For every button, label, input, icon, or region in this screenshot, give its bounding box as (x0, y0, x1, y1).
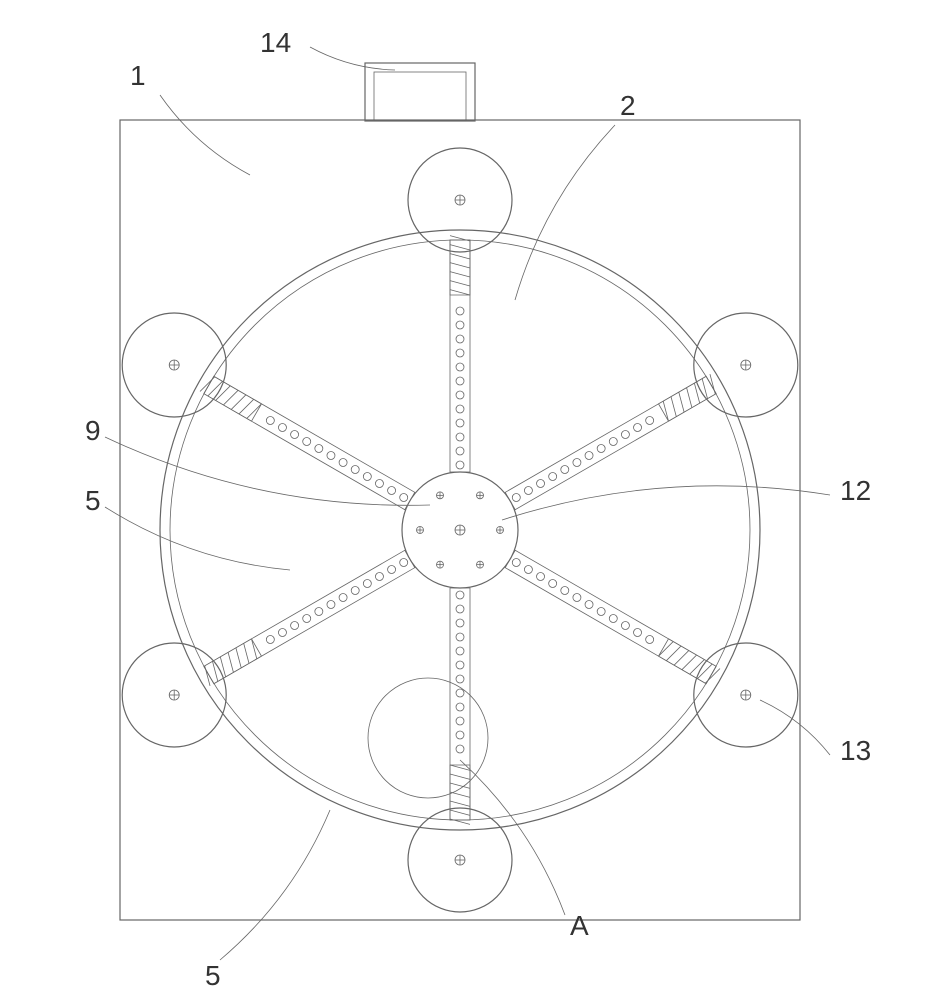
callout-2: 2 (515, 90, 636, 300)
blade (204, 550, 415, 686)
label-text: 14 (260, 27, 291, 58)
blade (505, 374, 716, 510)
callout-1: 1 (130, 60, 250, 175)
blade (200, 376, 415, 509)
blade (505, 550, 720, 683)
label-text: 5 (205, 960, 221, 991)
label-text: A (570, 910, 589, 941)
label-text: 9 (85, 415, 101, 446)
blade (450, 236, 470, 472)
perimeter-bolt (408, 808, 512, 912)
perimeter-bolt (122, 313, 226, 417)
callout-9: 9 (85, 415, 430, 505)
perimeter-bolt (694, 643, 798, 747)
callout-5b: 5 (205, 810, 330, 991)
label-text: 13 (840, 735, 871, 766)
label-text: 12 (840, 475, 871, 506)
callout-12: 12 (502, 475, 871, 520)
callout-5a: 5 (85, 485, 290, 570)
handle-inner (374, 72, 466, 121)
label-text: 5 (85, 485, 101, 516)
perimeter-bolt (694, 313, 798, 417)
callout-A: A (460, 760, 589, 941)
label-text: 1 (130, 60, 146, 91)
label-text: 2 (620, 90, 636, 121)
callout-13: 13 (760, 700, 871, 766)
perimeter-bolt (122, 643, 226, 747)
perimeter-bolt (408, 148, 512, 252)
